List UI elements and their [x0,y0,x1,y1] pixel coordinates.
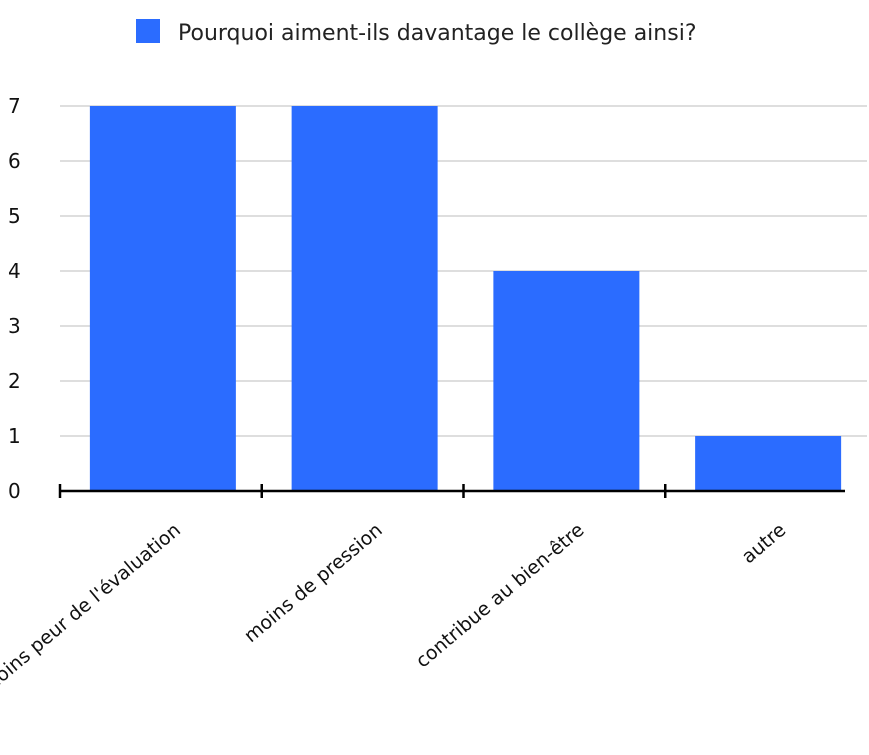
x-axis-category-labels: moins peur de l'évaluation moins de press… [0,519,790,699]
y-tick-label-5: 5 [8,204,21,228]
x-category-label-3: contribue au bien-être [412,519,589,672]
y-tick-label-4: 4 [8,259,21,283]
y-tick-label-3: 3 [8,314,21,338]
legend-label: Pourquoi aiment-ils davantage le collège… [178,21,697,46]
bar-2 [291,106,438,491]
x-category-label-1: moins peur de l'évaluation [0,519,185,699]
bar-3 [493,271,640,491]
legend-swatch [136,19,160,43]
bars [89,106,842,491]
x-category-label-2: moins de pression [240,519,387,647]
legend: Pourquoi aiment-ils davantage le collège… [136,19,697,46]
y-tick-label-0: 0 [8,479,21,503]
y-tick-label-7: 7 [8,94,21,118]
y-axis-tick-labels: 0 1 2 3 4 5 6 7 [8,94,21,503]
x-category-label-4: autre [738,519,791,568]
y-tick-label-2: 2 [8,369,21,393]
x-axis [58,484,845,498]
bar-4 [695,436,842,491]
y-tick-label-6: 6 [8,149,21,173]
bar-1 [89,106,236,491]
y-tick-label-1: 1 [8,424,21,448]
